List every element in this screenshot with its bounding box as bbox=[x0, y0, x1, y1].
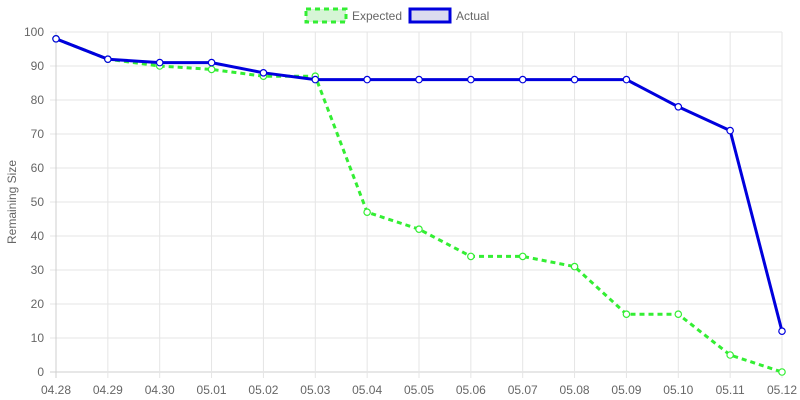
legend-swatch bbox=[408, 7, 452, 24]
data-point-actual[interactable] bbox=[518, 75, 527, 84]
x-tick-label: 05.01 bbox=[197, 383, 227, 397]
series-line-expected bbox=[55, 37, 783, 374]
data-point-actual[interactable] bbox=[52, 34, 60, 43]
data-point-expected[interactable] bbox=[778, 368, 786, 376]
x-tick-label: 05.03 bbox=[300, 383, 330, 397]
legend-item-expected[interactable]: Expected bbox=[304, 7, 402, 24]
y-tick-label: 70 bbox=[31, 127, 45, 141]
y-tick-label: 20 bbox=[31, 297, 45, 311]
data-point-expected[interactable] bbox=[518, 252, 527, 261]
y-axis-title: Remaining Size bbox=[5, 160, 19, 244]
x-tick-label: 05.04 bbox=[352, 383, 382, 397]
data-point-actual[interactable] bbox=[622, 75, 631, 84]
y-tick-label: 40 bbox=[31, 229, 45, 243]
grid bbox=[50, 31, 783, 378]
data-point-expected[interactable] bbox=[674, 310, 683, 319]
y-tick-label: 30 bbox=[31, 263, 45, 277]
y-tick-label: 80 bbox=[31, 93, 45, 107]
y-tick-label: 60 bbox=[31, 161, 45, 175]
x-axis-ticks: 04.28 04.29 04.30 05.01 05.02 05.03 05.04 05.05… bbox=[41, 383, 797, 397]
data-point-expected[interactable] bbox=[726, 351, 734, 359]
x-tick-label: 04.29 bbox=[93, 383, 123, 397]
data-point-expected[interactable] bbox=[363, 208, 371, 217]
series-layer bbox=[52, 34, 786, 376]
legend-item-actual[interactable]: Actual bbox=[408, 7, 489, 24]
y-tick-label: 100 bbox=[24, 25, 44, 39]
series-actual bbox=[52, 34, 786, 336]
data-point-expected[interactable] bbox=[622, 310, 631, 319]
x-tick-label: 05.05 bbox=[404, 383, 434, 397]
data-point-actual[interactable] bbox=[155, 58, 164, 67]
data-point-actual[interactable] bbox=[259, 69, 268, 77]
x-tick-label: 05.07 bbox=[508, 383, 538, 397]
x-tick-label: 04.28 bbox=[41, 383, 71, 397]
data-point-actual[interactable] bbox=[726, 126, 734, 135]
y-tick-label: 10 bbox=[31, 331, 45, 345]
legend[interactable]: Expected Actual bbox=[304, 7, 489, 24]
data-point-actual[interactable] bbox=[467, 75, 475, 84]
y-axis-ticks: 0 10 20 30 40 50 60 70 80 90 100 bbox=[24, 25, 44, 379]
data-point-actual[interactable] bbox=[570, 75, 579, 84]
x-tick-label: 04.30 bbox=[145, 383, 175, 397]
data-point-expected[interactable] bbox=[467, 252, 475, 261]
legend-label: Expected bbox=[352, 9, 402, 23]
x-tick-label: 05.08 bbox=[560, 383, 590, 397]
data-point-expected[interactable] bbox=[570, 262, 579, 271]
y-tick-label: 90 bbox=[31, 59, 45, 73]
data-point-actual[interactable] bbox=[311, 75, 320, 84]
data-point-actual[interactable] bbox=[415, 75, 423, 84]
y-tick-label: 0 bbox=[37, 365, 44, 379]
legend-swatch bbox=[304, 7, 348, 24]
legend-label: Actual bbox=[456, 9, 489, 23]
data-point-actual[interactable] bbox=[207, 58, 216, 67]
data-point-expected[interactable] bbox=[415, 225, 423, 234]
data-point-actual[interactable] bbox=[363, 75, 371, 84]
x-tick-label: 05.09 bbox=[611, 383, 641, 397]
x-tick-label: 05.11 bbox=[716, 383, 745, 397]
x-tick-label: 05.10 bbox=[663, 383, 693, 397]
data-point-actual[interactable] bbox=[778, 327, 786, 336]
x-tick-label: 05.12 bbox=[767, 383, 797, 397]
x-tick-label: 05.06 bbox=[456, 383, 486, 397]
data-point-expected[interactable] bbox=[207, 65, 216, 74]
data-point-actual[interactable] bbox=[104, 55, 112, 64]
data-point-actual[interactable] bbox=[674, 103, 683, 111]
y-tick-label: 50 bbox=[31, 195, 45, 209]
x-tick-label: 05.02 bbox=[248, 383, 278, 397]
